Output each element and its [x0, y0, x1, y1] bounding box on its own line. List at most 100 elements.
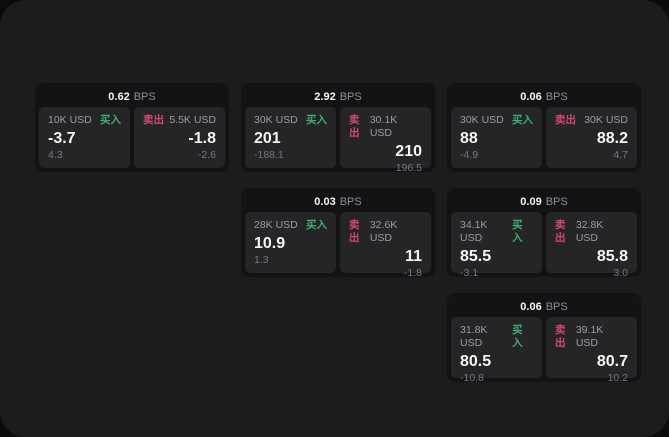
buy-side-label: 买入 [306, 219, 327, 231]
sell-cell[interactable]: 卖出 5.5K USD -1.8 -2.6 [134, 107, 225, 168]
bps-unit: BPS [545, 301, 568, 313]
card-body: 10K USD 买入 -3.7 4.3 卖出 5.5K USD -1.8 -2.… [39, 107, 225, 168]
buy-cell[interactable]: 30K USD 买入 88 -4.9 [451, 107, 542, 168]
buy-amount: 10K USD [48, 114, 92, 126]
buy-delta: -3.1 [460, 267, 479, 279]
sell-delta: 4.7 [613, 149, 628, 161]
buy-side-label: 买入 [100, 114, 121, 126]
sell-price: -1.8 [188, 130, 216, 147]
sell-delta: -2.6 [197, 149, 216, 161]
card-body: 30K USD 买入 201 -188.1 卖出 30.1K USD 210 1… [245, 107, 431, 174]
sell-price: 85.8 [596, 248, 628, 265]
buy-cell[interactable]: 31.8K USD 买入 80.5 -10.8 [451, 317, 542, 384]
buy-cell-top: 30K USD 买入 [254, 114, 327, 127]
sell-cell-top: 卖出 30.1K USD [349, 114, 422, 140]
card-header: 0.62 BPS [39, 87, 225, 107]
sell-delta: 196.5 [395, 162, 422, 174]
buy-price: -3.7 [48, 130, 76, 147]
sell-cell[interactable]: 卖出 30.1K USD 210 196.5 [340, 107, 431, 174]
card-body: 28K USD 买入 10.9 1.3 卖出 32.6K USD 11 -1.8 [245, 212, 431, 279]
quote-card: 2.92 BPS 30K USD 买入 201 -188.1 卖出 [241, 83, 435, 174]
sell-price: 11 [405, 248, 422, 265]
sell-delta: 10.2 [607, 372, 628, 384]
bps-value: 0.06 [520, 91, 542, 103]
buy-cell-top: 34.1K USD 买入 [460, 219, 533, 245]
buy-side-label: 买入 [512, 114, 533, 126]
buy-amount: 28K USD [254, 219, 298, 231]
buy-delta: -10.8 [460, 372, 484, 384]
sell-cell-top: 卖出 32.8K USD [555, 219, 628, 245]
buy-side-label: 买入 [512, 219, 523, 244]
sell-cell[interactable]: 卖出 30K USD 88.2 4.7 [546, 107, 637, 168]
sell-price: 210 [395, 143, 422, 160]
buy-amount: 30K USD [254, 114, 298, 126]
card-body: 34.1K USD 买入 85.5 -3.1 卖出 32.8K USD 85.8… [451, 212, 637, 279]
sell-amount: 39.1K USD [575, 324, 604, 349]
quote-card: 0.06 BPS 30K USD 买入 88 -4.9 卖出 [447, 83, 641, 172]
quote-card: 0.06 BPS 31.8K USD 买入 80.5 -10.8 卖 [447, 293, 641, 384]
sell-cell-top: 卖出 39.1K USD [555, 324, 628, 350]
buy-side-label: 买入 [512, 324, 523, 349]
buy-cell[interactable]: 30K USD 买入 201 -188.1 [245, 107, 336, 168]
bps-value: 0.62 [108, 91, 130, 103]
sell-price: 80.7 [596, 353, 628, 370]
buy-cell-top: 30K USD 买入 [460, 114, 533, 127]
sell-cell[interactable]: 卖出 32.6K USD 11 -1.8 [340, 212, 431, 279]
buy-cell-top: 31.8K USD 买入 [460, 324, 533, 350]
buy-amount: 34.1K USD [460, 219, 488, 244]
quote-card: 0.62 BPS 10K USD 买入 -3.7 4.3 卖出 [35, 83, 229, 172]
buy-price: 80.5 [460, 353, 492, 370]
bps-unit: BPS [339, 196, 362, 208]
card-header: 0.03 BPS [245, 192, 431, 212]
sell-amount: 32.8K USD [575, 219, 604, 244]
sell-delta: -1.8 [403, 267, 422, 279]
buy-delta: -188.1 [254, 149, 284, 161]
card-body: 31.8K USD 买入 80.5 -10.8 卖出 39.1K USD 80.… [451, 317, 637, 384]
card-header: 0.09 BPS [451, 192, 637, 212]
sell-cell[interactable]: 卖出 39.1K USD 80.7 10.2 [546, 317, 637, 384]
quote-card: 0.09 BPS 34.1K USD 买入 85.5 -3.1 卖出 [447, 188, 641, 279]
quote-card-grid: 0.62 BPS 10K USD 买入 -3.7 4.3 卖出 [35, 83, 641, 384]
bps-value: 0.09 [520, 196, 542, 208]
card-header: 0.06 BPS [451, 87, 637, 107]
sell-side-label: 卖出 [349, 219, 360, 244]
sell-cell[interactable]: 卖出 32.8K USD 85.8 3.0 [546, 212, 637, 279]
bps-value: 0.03 [314, 196, 336, 208]
sell-delta: 3.0 [613, 267, 628, 279]
buy-cell[interactable]: 10K USD 买入 -3.7 4.3 [39, 107, 130, 168]
sell-cell-top: 卖出 30K USD [555, 114, 628, 127]
bps-unit: BPS [545, 91, 568, 103]
buy-amount: 30K USD [460, 114, 504, 126]
buy-cell[interactable]: 28K USD 买入 10.9 1.3 [245, 212, 336, 273]
sell-side-label: 卖出 [555, 219, 566, 244]
buy-cell[interactable]: 34.1K USD 买入 85.5 -3.1 [451, 212, 542, 279]
buy-cell-top: 28K USD 买入 [254, 219, 327, 232]
sell-cell-top: 卖出 32.6K USD [349, 219, 422, 245]
card-header: 2.92 BPS [245, 87, 431, 107]
buy-side-label: 买入 [306, 114, 327, 126]
buy-price: 201 [254, 130, 281, 147]
sell-price: 88.2 [596, 130, 628, 147]
bps-value: 0.06 [520, 301, 542, 313]
sell-amount: 30.1K USD [369, 114, 398, 139]
sell-side-label: 卖出 [555, 324, 566, 349]
sell-amount: 30K USD [584, 114, 628, 126]
card-header: 0.06 BPS [451, 297, 637, 317]
bps-unit: BPS [545, 196, 568, 208]
buy-cell-top: 10K USD 买入 [48, 114, 121, 127]
buy-price: 10.9 [254, 235, 286, 252]
bps-unit: BPS [133, 91, 156, 103]
sell-cell-top: 卖出 5.5K USD [143, 114, 216, 127]
card-body: 30K USD 买入 88 -4.9 卖出 30K USD 88.2 4.7 [451, 107, 637, 168]
sell-side-label: 卖出 [555, 114, 576, 126]
buy-delta: -4.9 [460, 149, 479, 161]
sell-side-label: 卖出 [143, 114, 164, 126]
buy-amount: 31.8K USD [460, 324, 488, 349]
sell-side-label: 卖出 [349, 114, 360, 139]
bps-unit: BPS [339, 91, 362, 103]
buy-price: 88 [460, 130, 478, 147]
buy-delta: 1.3 [254, 254, 269, 266]
sell-amount: 32.6K USD [369, 219, 398, 244]
